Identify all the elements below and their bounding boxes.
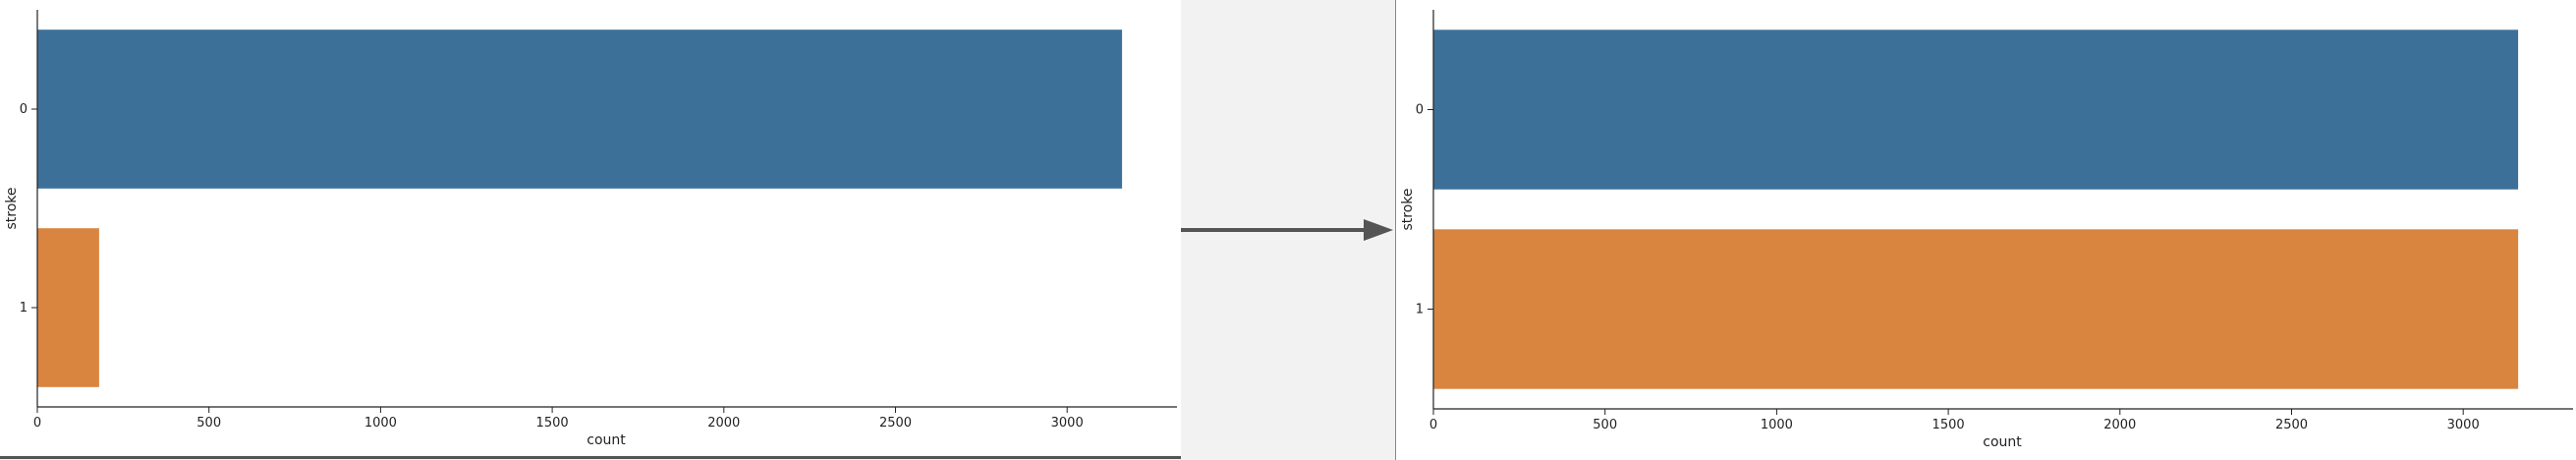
y-tick-label: 1 (1416, 303, 1424, 317)
x-tick-label: 1500 (1932, 418, 1965, 432)
chart-panel-before: 0 1 0 500 1000 1500 2000 2500 3000 count stroke (0, 0, 1181, 459)
y-axis-label: stroke (4, 187, 20, 229)
stroke-count-chart-after: 0 1 0 500 1000 1500 2000 2500 3000 count stroke (1400, 10, 2573, 450)
right-arrow-icon (1181, 219, 1393, 241)
x-tick-label: 1000 (364, 416, 397, 431)
bar-stroke-0 (37, 29, 1123, 189)
x-tick-label: 500 (196, 416, 221, 431)
y-tick-label: 0 (1416, 103, 1424, 118)
x-tick-label: 2000 (707, 416, 740, 431)
x-axis-label: count (1983, 434, 2022, 450)
y-axis-label: stroke (1400, 188, 1416, 230)
chart-panel-after: 0 1 0 500 1000 1500 2000 2500 3000 count stroke (1395, 0, 2576, 460)
bar-stroke-1 (37, 228, 99, 387)
x-tick-label: 3000 (1051, 416, 1084, 431)
x-tick-label: 3000 (2447, 418, 2480, 432)
bar-stroke-1 (1433, 229, 2519, 389)
x-axis-label: count (587, 432, 626, 448)
x-tick-label: 1000 (1761, 418, 1793, 432)
x-tick-label: 2500 (879, 416, 912, 431)
stroke-count-chart-before: 0 1 0 500 1000 1500 2000 2500 3000 count stroke (4, 10, 1177, 448)
arrow-head (1364, 219, 1393, 241)
x-tick-label: 2500 (2275, 418, 2308, 432)
bar-stroke-0 (1433, 29, 2519, 190)
x-tick-label: 1500 (536, 416, 569, 431)
x-tick-label: 500 (1593, 418, 1617, 432)
y-tick-label: 0 (20, 102, 28, 117)
y-tick-label: 1 (20, 301, 28, 316)
x-tick-label: 0 (33, 416, 41, 431)
x-tick-label: 2000 (2103, 418, 2136, 432)
x-tick-label: 0 (1429, 418, 1437, 432)
